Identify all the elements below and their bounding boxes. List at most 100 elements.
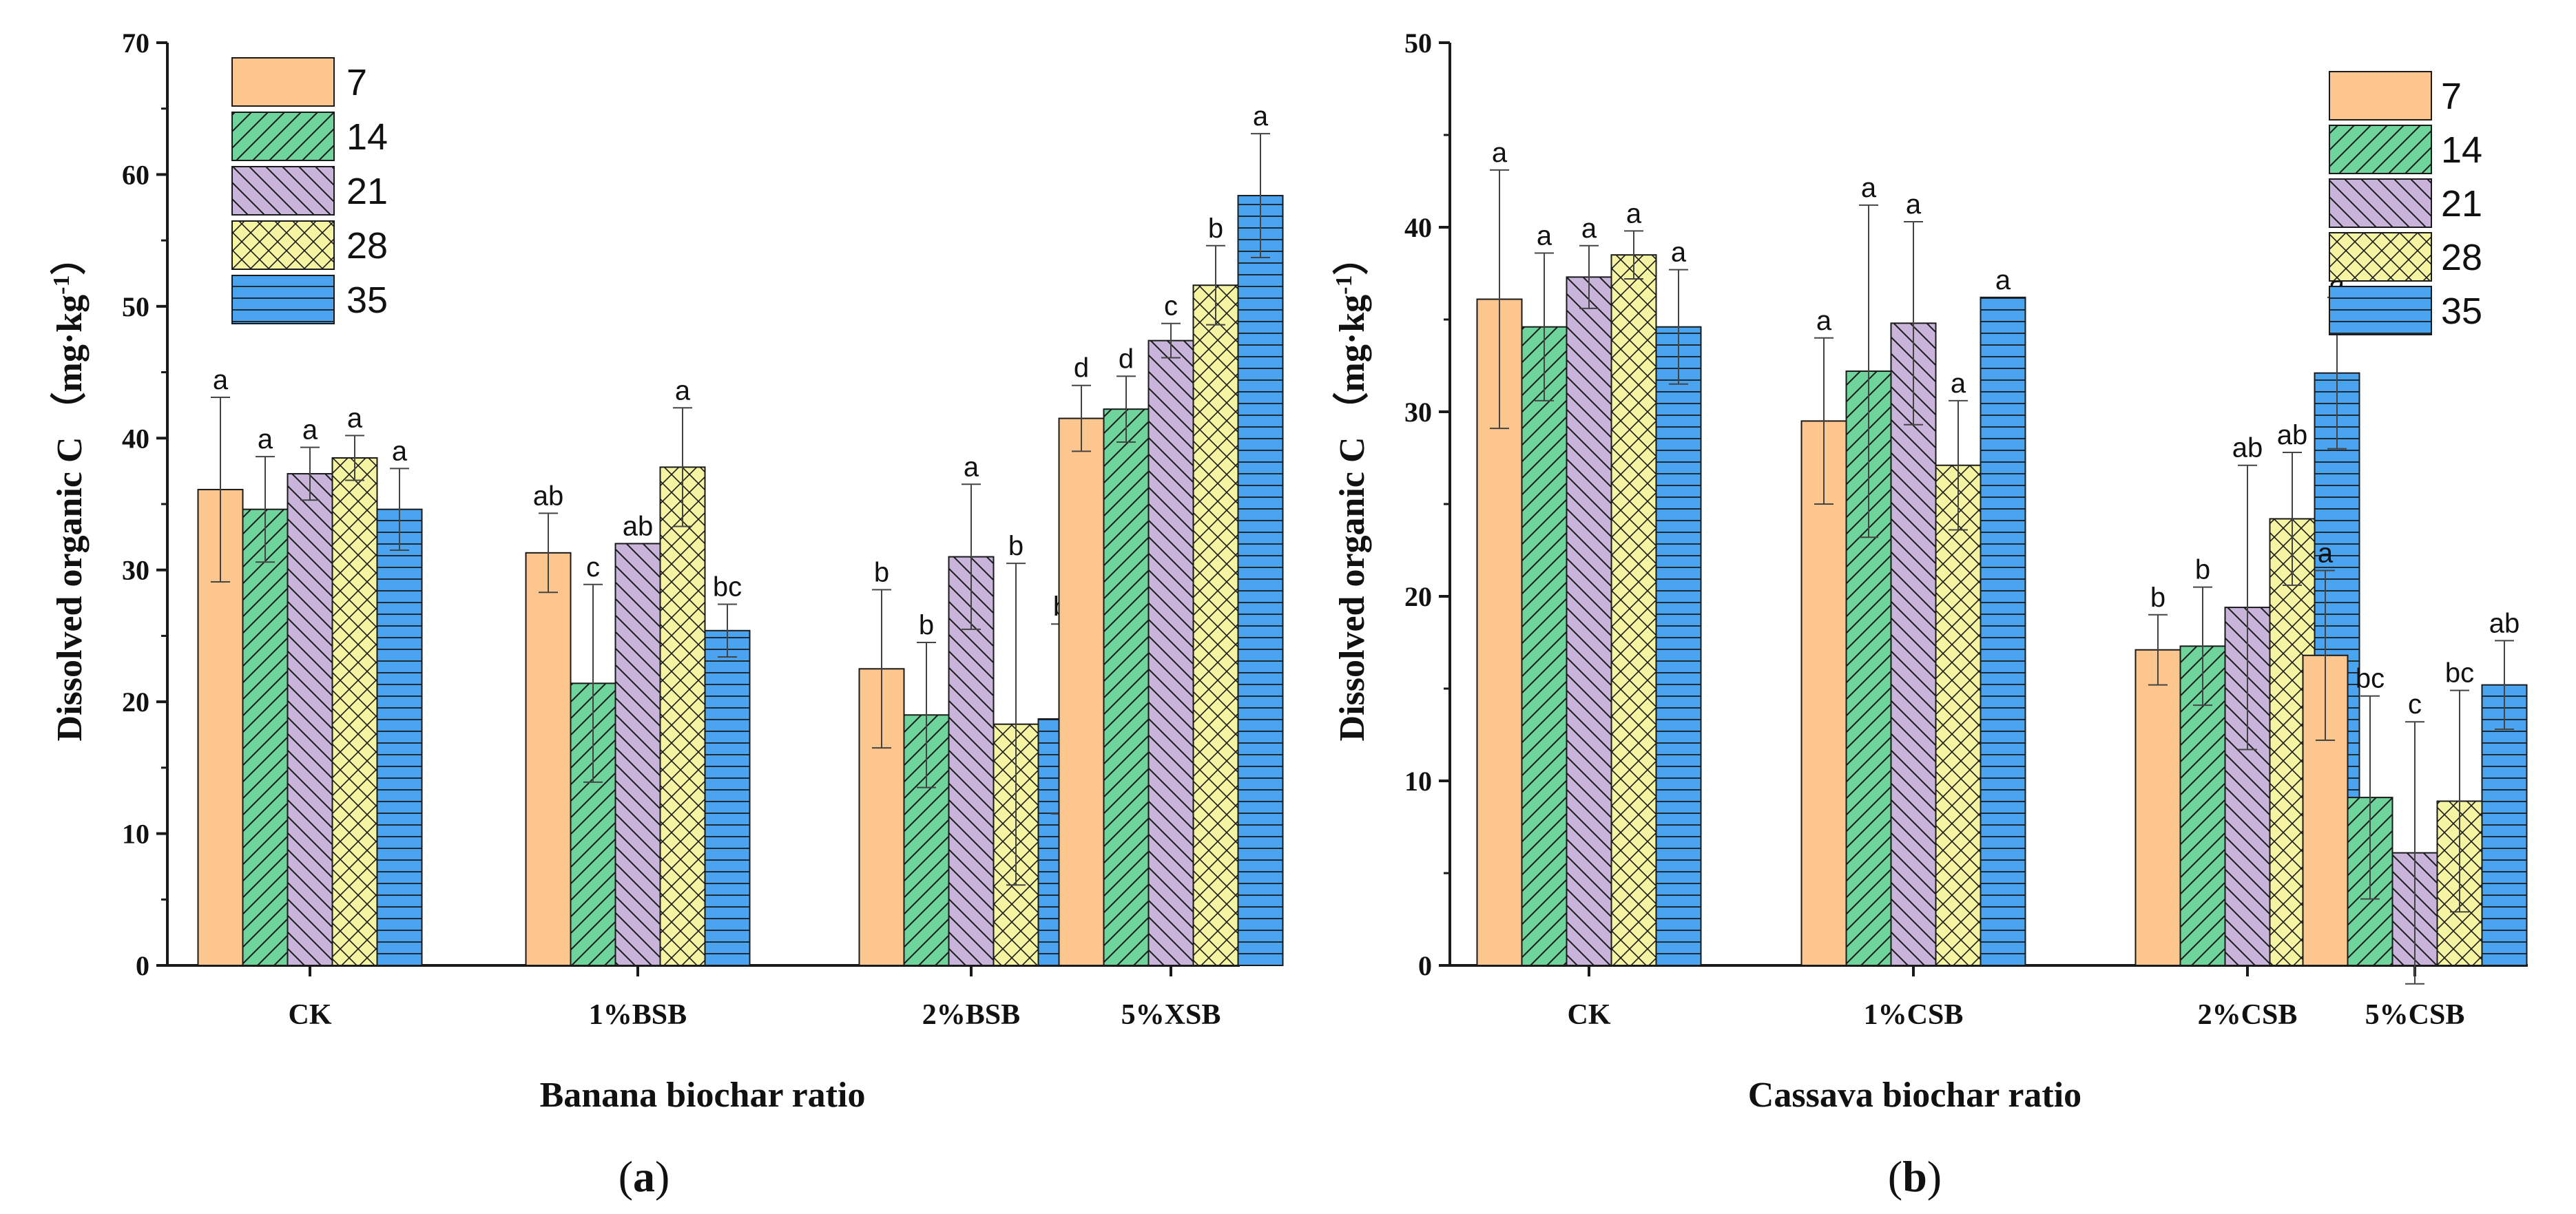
y-axis-label-main: Dissolved organic C: [50, 428, 90, 741]
panel-label: (a): [619, 1152, 670, 1201]
significance-letter: b: [1208, 213, 1223, 244]
significance-letter: b: [874, 557, 889, 587]
x-tick-label: 1%BSB: [589, 999, 687, 1031]
x-tick-label: 2%BSB: [922, 999, 1020, 1031]
significance-letter: a: [258, 424, 273, 454]
x-tick-label: CK: [1568, 999, 1611, 1031]
bar-hatch-35: [1238, 196, 1283, 965]
y-tick-label: 30: [1404, 397, 1432, 428]
significance-letter: a: [1671, 238, 1687, 268]
panel-label-close: ): [1927, 1152, 1942, 1201]
significance-letter: c: [2408, 689, 2422, 720]
y-axis-label-sup: -1: [1331, 275, 1357, 295]
bar-hatch-35: [705, 630, 750, 965]
bar-hatch-21: [1566, 277, 1612, 965]
significance-letter: a: [1581, 213, 1597, 244]
legend-label: 7: [2441, 76, 2462, 117]
significance-letter: a: [1906, 189, 1922, 220]
legend-swatch-outline: [2329, 178, 2432, 228]
significance-letter: d: [1074, 353, 1089, 384]
y-axis-label: Dissolved organic C （mg·kg-1）: [1331, 240, 1373, 742]
panel-label-close: ): [655, 1152, 669, 1201]
bar-7: [1059, 418, 1104, 965]
significance-letter: a: [213, 365, 229, 395]
bar-7: [526, 552, 571, 965]
legend-label: 21: [2441, 183, 2482, 224]
x-tick-label: 1%CSB: [1864, 999, 1964, 1031]
legend-swatch-hatch: [232, 275, 334, 324]
x-tick-label: CK: [289, 999, 332, 1031]
legend-swatch-outline: [231, 112, 335, 161]
significance-letter: a: [964, 452, 979, 482]
bar-hatch-21: [1891, 323, 1936, 965]
significance-letter: a: [1995, 265, 2011, 295]
panel-b-chart: 0 10 20 30 40 50 Dissolved organic C （mg·kg-1）…: [1331, 28, 2528, 1201]
legend-swatch-hatch: [232, 221, 334, 269]
y-tick-label: 70: [122, 28, 149, 59]
bar-7: [2135, 649, 2181, 965]
legend-swatch-outline: [2329, 71, 2432, 121]
y-axis-label-close: ）: [50, 240, 90, 275]
bar-hatch-14: [242, 509, 288, 965]
legend-label: 14: [346, 116, 388, 158]
significance-letter: a: [1626, 198, 1642, 229]
legend-swatch-hatch: [2329, 125, 2431, 174]
panel-a-chart: 0 10 20 30 40 50 60 70 Dissolved organic C （mg·k…: [49, 28, 1284, 1201]
significance-letter: b: [2195, 555, 2210, 585]
significance-letter: a: [1492, 138, 1508, 168]
legend-label: 28: [2441, 237, 2482, 278]
legend-swatch-outline: [231, 275, 335, 324]
bar-hatch-28: [1193, 285, 1238, 965]
legend-swatch-hatch: [2329, 233, 2431, 281]
legend-label: 35: [346, 280, 388, 321]
panel-label: (b): [1888, 1152, 1942, 1201]
y-axis-label-close: ）: [1332, 240, 1372, 275]
significance-letter: ab: [533, 481, 564, 511]
y-tick-label: 0: [1418, 950, 1432, 981]
x-axis-label: Cassava biochar ratio: [1748, 1076, 2081, 1115]
bar-hatch-14: [1521, 326, 1567, 966]
legend-swatch-hatch: [232, 167, 334, 215]
significance-letter: a: [1253, 101, 1269, 132]
legend-label: 14: [2441, 129, 2482, 171]
bar-hatch-35: [1980, 297, 2026, 966]
y-tick-label: 0: [136, 950, 149, 981]
significance-letter: a: [392, 436, 408, 466]
x-tick-label: 5%XSB: [1121, 999, 1221, 1031]
bar-hatch-28: [660, 467, 705, 965]
y-tick-label: 20: [122, 687, 149, 718]
bar-outline: [1980, 296, 2026, 966]
legend-swatch-hatch: [232, 112, 334, 160]
legend-label: 7: [346, 62, 367, 103]
significance-letter: a: [1537, 221, 1552, 251]
significance-letter: a: [302, 415, 318, 446]
y-tick-label: 30: [122, 555, 149, 586]
legend-swatch-hatch: [2329, 179, 2431, 227]
significance-letter: ab: [2277, 420, 2308, 450]
significance-letter: ab: [2232, 433, 2263, 463]
legend-swatch-outline: [231, 220, 335, 270]
bar-hatch-35: [377, 509, 422, 965]
significance-letter: a: [675, 375, 691, 406]
panel-label-letter: b: [1902, 1152, 1927, 1201]
legend-swatch-outline: [231, 57, 335, 107]
bar-hatch-21: [287, 473, 333, 965]
significance-letter: c: [586, 552, 600, 583]
legend-swatch-7: [2329, 72, 2431, 120]
significance-letter: c: [1164, 291, 1178, 322]
y-tick-label: 10: [1404, 766, 1432, 797]
significance-letter: bc: [713, 572, 742, 602]
bar-hatch-35: [2482, 684, 2527, 965]
legend-swatch-outline: [2329, 125, 2432, 174]
legend-swatch-hatch: [2329, 286, 2431, 335]
y-axis-label-unit: （mg·kg: [1332, 295, 1372, 428]
significance-letter: a: [1951, 368, 1966, 399]
x-axis-label: Banana biochar ratio: [540, 1076, 866, 1115]
legend-swatch-outline: [231, 166, 335, 216]
significance-letter: ab: [2489, 608, 2520, 638]
significance-letter: d: [1119, 344, 1134, 374]
significance-letter: a: [1861, 173, 1877, 203]
bar-hatch-14: [1103, 409, 1149, 965]
legend-label: 28: [346, 225, 388, 266]
